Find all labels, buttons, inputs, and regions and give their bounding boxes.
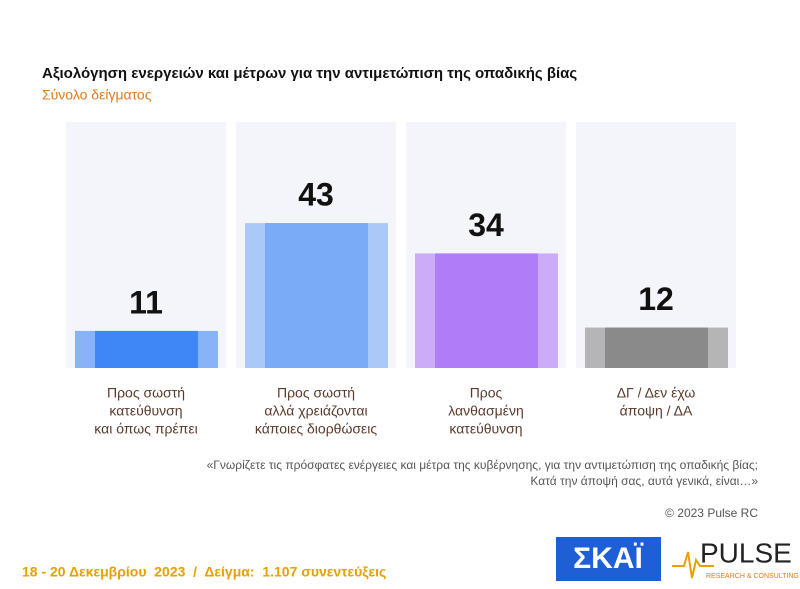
bar [435,253,538,368]
chart-title: Αξιολόγηση ενεργειών και μέτρων για την … [42,65,577,82]
x-tick-label: Προς σωστή [107,385,185,401]
bar [605,327,708,368]
bar-background [576,122,736,368]
x-tick-label: άποψη / ΔΑ [620,403,693,419]
pulse-logo: PULSE [700,537,792,568]
skai-logo-box [556,537,661,581]
x-tick-label: λανθασμένη [448,403,524,419]
value-label: 12 [638,281,674,317]
bar [265,223,368,368]
value-label: 11 [129,284,163,320]
x-tick-label: και όπως πρέπει [94,421,197,437]
bar-background [66,122,226,368]
question: «Γνωρίζετε τις πρόσφατες ενέργειες και μ… [207,458,758,472]
x-tick-label: ΔΓ / Δεν έχω [617,385,696,401]
x-tick-label: αλλά χρειάζονται [264,403,367,419]
x-tick-label: Προς [470,385,503,401]
pulse-sub: RESEARCH & CONSULTING [706,573,799,580]
chart-subtitle: Σύνολο δείγματος [42,87,152,103]
value-label: 43 [298,177,334,213]
x-tick-label: Προς σωστή [277,385,355,401]
value-label: 34 [468,207,504,243]
question: Κατά την άποψή σας, αυτά γενικά, είναι…» [530,474,758,488]
skai-logo: ΣΚΑΪ [573,542,643,575]
x-tick-label: κάποιες διορθώσεις [255,421,378,437]
bar [95,330,198,368]
copyright: © 2023 Pulse RC [665,506,758,520]
footer: 18 - 20 Δεκεμβρίου 2023 / Δείγμα: 1.107 … [22,564,386,580]
pulse-wave [672,551,714,579]
x-tick-label: κατεύθυνση [109,403,182,419]
x-tick-label: κατεύθυνση [449,421,522,437]
